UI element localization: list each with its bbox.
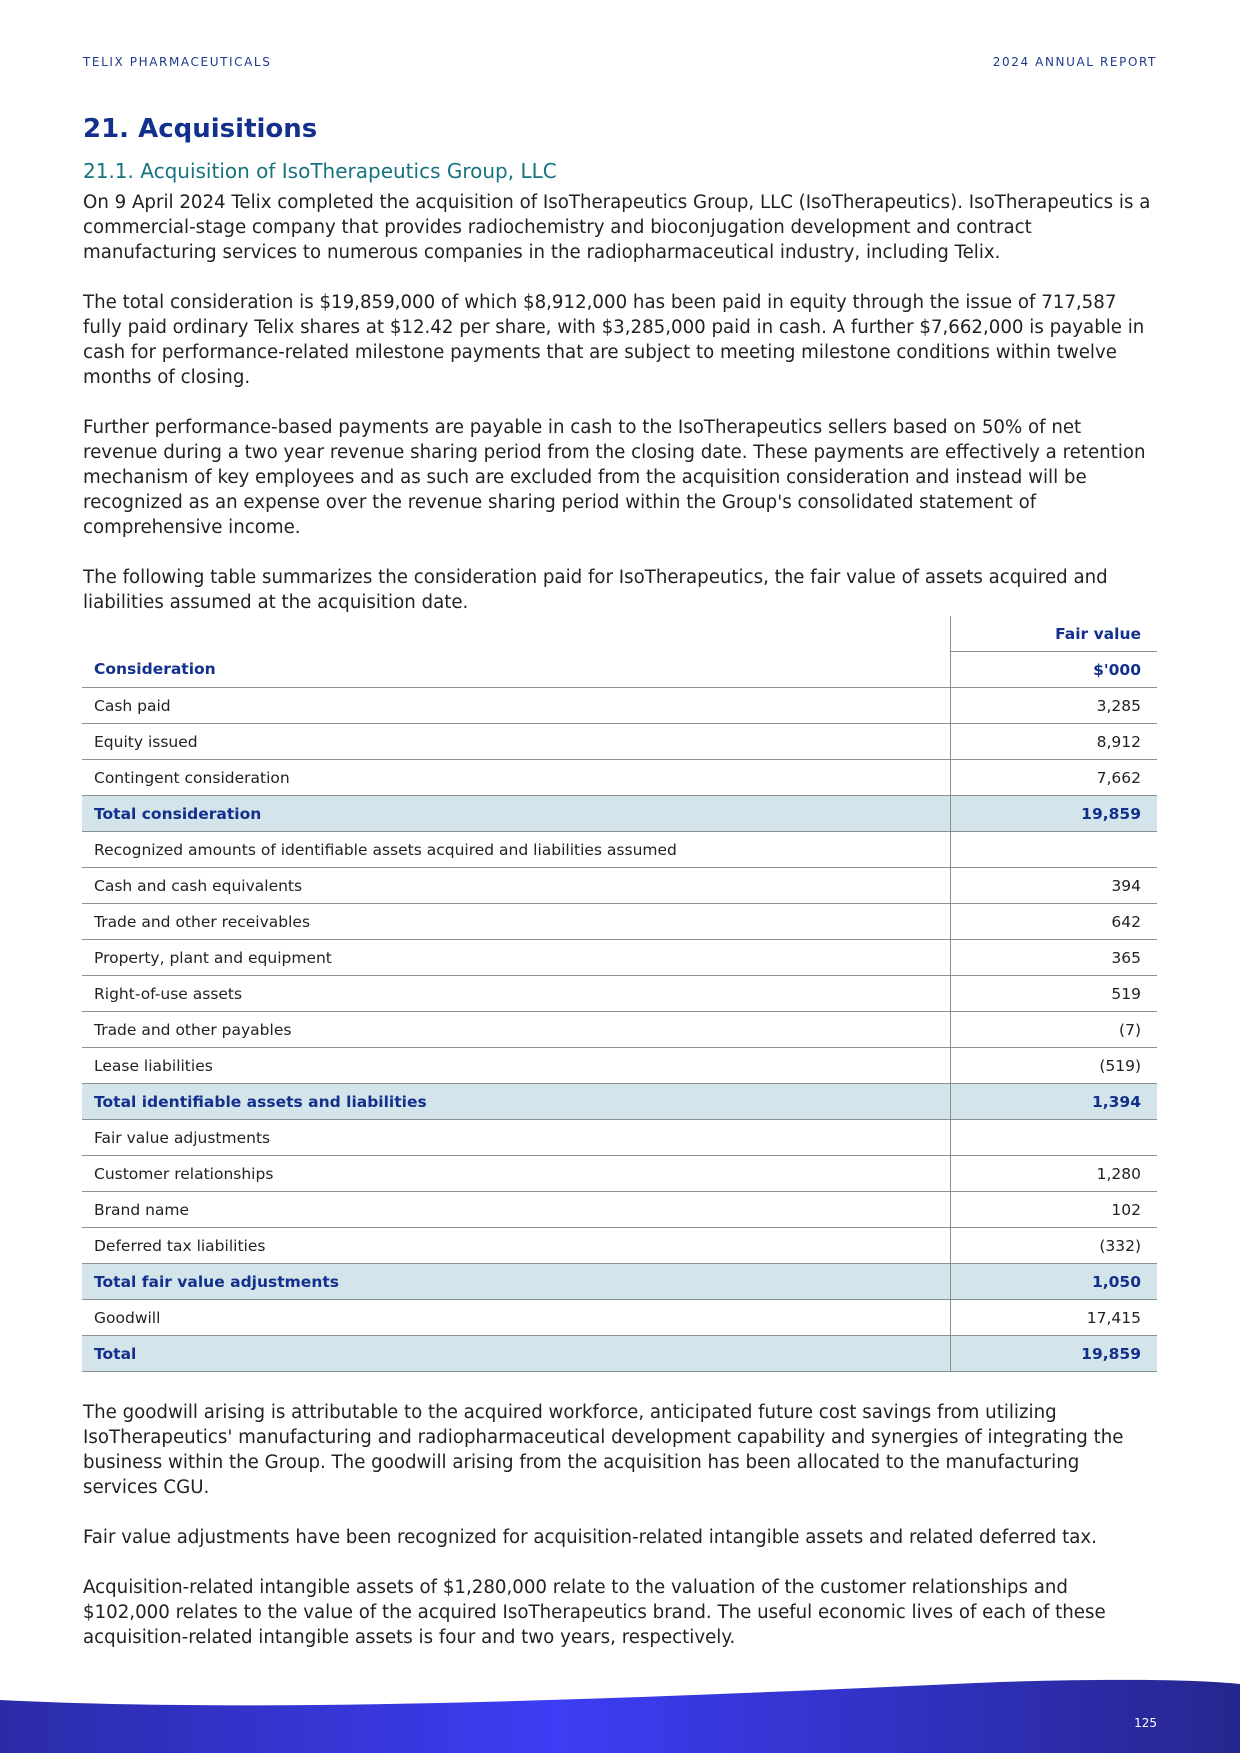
row-value: 642 — [950, 903, 1157, 940]
acquisition-table: Fair value Consideration $'000 Cash paid… — [82, 616, 1157, 1372]
row-label: Total fair value adjustments — [82, 1263, 951, 1300]
table-row: Goodwill 17,415 — [82, 1299, 1157, 1336]
header-left: TELIX PHARMACEUTICALS — [83, 55, 272, 69]
table-row: Contingent consideration 7,662 — [82, 759, 1157, 796]
table-row: Trade and other payables (7) — [82, 1011, 1157, 1048]
table-row: Cash paid 3,285 — [82, 687, 1157, 724]
table-row: Deferred tax liabilities (332) — [82, 1227, 1157, 1264]
table-body: Fair value Consideration $'000 Cash paid… — [82, 616, 1157, 1372]
table-row: Lease liabilities (519) — [82, 1047, 1157, 1084]
table-row: Total 19,859 — [82, 1335, 1157, 1372]
table-row: Cash and cash equivalents 394 — [82, 867, 1157, 904]
row-value: (7) — [950, 1011, 1157, 1048]
row-value: 102 — [950, 1191, 1157, 1228]
row-value — [950, 1119, 1157, 1156]
row-label: Contingent consideration — [82, 759, 951, 796]
row-value: 8,912 — [950, 723, 1157, 760]
row-label: Trade and other receivables — [82, 903, 951, 940]
row-label: Total consideration — [82, 795, 951, 832]
row-label: Deferred tax liabilities — [82, 1227, 951, 1264]
table-row: Fair value adjustments — [82, 1119, 1157, 1156]
unit-header: $'000 — [950, 651, 1157, 688]
table-row: Customer relationships 1,280 — [82, 1155, 1157, 1192]
row-label: Total identifiable assets and liabilitie… — [82, 1083, 951, 1120]
row-value: 1,394 — [950, 1083, 1157, 1120]
paragraph: Fair value adjustments have been recogni… — [83, 1527, 1097, 1548]
section-subtitle: 21.1. Acquisition of IsoTherapeutics Gro… — [83, 159, 557, 183]
table-row: Trade and other receivables 642 — [82, 903, 1157, 940]
row-value: 3,285 — [950, 687, 1157, 724]
row-label: Equity issued — [82, 723, 951, 760]
table-row: Equity issued 8,912 — [82, 723, 1157, 760]
row-label: Brand name — [82, 1191, 951, 1228]
table-row: Total identifiable assets and liabilitie… — [82, 1083, 1157, 1120]
wave-shape — [0, 1679, 1240, 1753]
table-row: Brand name 102 — [82, 1191, 1157, 1228]
row-value: 519 — [950, 975, 1157, 1012]
row-label: Goodwill — [82, 1299, 951, 1336]
row-value: 19,859 — [950, 795, 1157, 832]
paragraph: Acquisition-related intangible assets of… — [83, 1577, 1106, 1648]
paragraph: The goodwill arising is attributable to … — [83, 1402, 1124, 1498]
table-header-row: Consideration $'000 — [82, 651, 1157, 688]
row-label: Lease liabilities — [82, 1047, 951, 1084]
row-value: 19,859 — [950, 1335, 1157, 1372]
row-label: Customer relationships — [82, 1155, 951, 1192]
row-label: Total — [82, 1335, 951, 1372]
column-header: Fair value — [950, 616, 1157, 652]
header-right: 2024 ANNUAL REPORT — [992, 55, 1157, 69]
row-label: Cash and cash equivalents — [82, 867, 951, 904]
row-value: 365 — [950, 939, 1157, 976]
row-value: 1,280 — [950, 1155, 1157, 1192]
intro-text: On 9 April 2024 Telix completed the acqu… — [83, 190, 1159, 640]
table-row: Total fair value adjustments 1,050 — [82, 1263, 1157, 1300]
section-title: 21. Acquisitions — [83, 114, 318, 144]
paragraph: On 9 April 2024 Telix completed the acqu… — [83, 192, 1151, 263]
row-value: 394 — [950, 867, 1157, 904]
row-header: Consideration — [82, 651, 951, 688]
table-row: Right-of-use assets 519 — [82, 975, 1157, 1012]
row-value — [950, 831, 1157, 868]
paragraph: Further performance-based payments are p… — [83, 417, 1146, 538]
row-label: Right-of-use assets — [82, 975, 951, 1012]
row-value: 17,415 — [950, 1299, 1157, 1336]
row-value: 7,662 — [950, 759, 1157, 796]
page-number: 125 — [1134, 1716, 1157, 1730]
row-label: Recognized amounts of identifiable asset… — [82, 831, 951, 868]
table-row: Property, plant and equipment 365 — [82, 939, 1157, 976]
row-value: (519) — [950, 1047, 1157, 1084]
table-row: Recognized amounts of identifiable asset… — [82, 831, 1157, 868]
row-label: Cash paid — [82, 687, 951, 724]
row-label: Fair value adjustments — [82, 1119, 951, 1156]
footer-wave — [0, 1679, 1240, 1753]
row-value: 1,050 — [950, 1263, 1157, 1300]
row-label: Property, plant and equipment — [82, 939, 951, 976]
table-row: Total consideration 19,859 — [82, 795, 1157, 832]
paragraph: The following table summarizes the consi… — [83, 567, 1108, 613]
header-cell — [82, 616, 951, 652]
row-value: (332) — [950, 1227, 1157, 1264]
paragraph: The total consideration is $19,859,000 o… — [83, 292, 1145, 388]
row-label: Trade and other payables — [82, 1011, 951, 1048]
closing-text: The goodwill arising is attributable to … — [83, 1400, 1159, 1675]
table-header-row: Fair value — [82, 616, 1157, 652]
